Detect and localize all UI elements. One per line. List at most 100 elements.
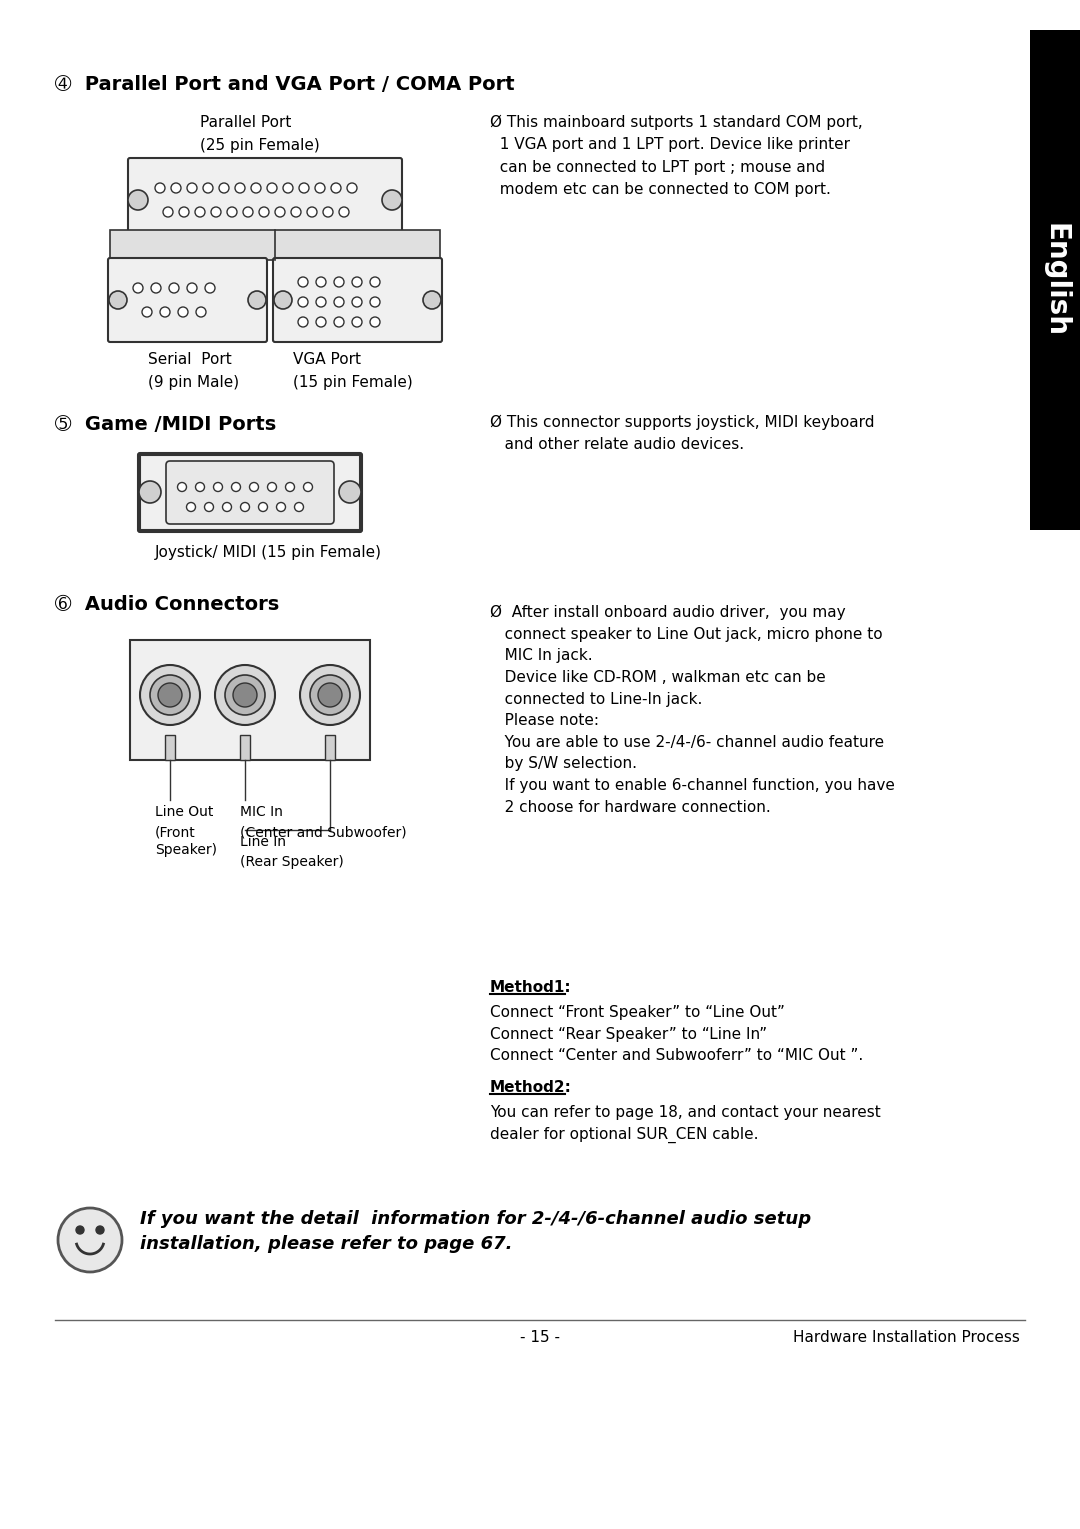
Circle shape [58,1208,122,1272]
Circle shape [76,1226,84,1234]
Circle shape [160,307,170,317]
Text: You can refer to page 18, and contact your nearest
dealer for optional SUR_CEN c: You can refer to page 18, and contact yo… [490,1105,881,1142]
Text: Speaker): Speaker) [156,842,217,856]
Circle shape [316,277,326,287]
Circle shape [241,503,249,512]
Circle shape [285,483,295,491]
Circle shape [179,206,189,217]
Circle shape [151,283,161,294]
FancyBboxPatch shape [273,258,442,342]
Text: Line In: Line In [240,835,286,849]
Circle shape [171,183,181,193]
Circle shape [370,297,380,307]
Circle shape [225,674,265,716]
Circle shape [211,206,221,217]
Circle shape [251,183,261,193]
Bar [1030,31,1080,531]
Text: Joystick/ MIDI (15 pin Female): Joystick/ MIDI (15 pin Female) [156,544,382,560]
Circle shape [298,297,308,307]
Circle shape [303,483,312,491]
Circle shape [268,483,276,491]
Circle shape [222,503,231,512]
Circle shape [298,317,308,327]
Circle shape [96,1226,104,1234]
Text: (15 pin Female): (15 pin Female) [293,375,413,390]
Circle shape [318,683,342,706]
Bar [165,735,175,760]
Circle shape [339,206,349,217]
Circle shape [163,206,173,217]
Circle shape [156,183,165,193]
Text: (9 pin Male): (9 pin Male) [148,375,239,390]
Circle shape [204,503,214,512]
Circle shape [295,503,303,512]
Circle shape [140,665,200,725]
Text: Hardware Installation Process: Hardware Installation Process [793,1330,1020,1346]
FancyBboxPatch shape [108,258,267,342]
Text: If you want the detail  information for 2-/4-/6-channel audio setup
installation: If you want the detail information for 2… [140,1209,811,1252]
Circle shape [249,483,258,491]
Circle shape [299,183,309,193]
Text: ➄  Game /MIDI Ports: ➄ Game /MIDI Ports [55,414,276,434]
FancyBboxPatch shape [166,462,334,524]
Text: Connect “Front Speaker” to “Line Out”
Connect “Rear Speaker” to “Line In”
Connec: Connect “Front Speaker” to “Line Out” Co… [490,1005,863,1063]
Circle shape [203,183,213,193]
Circle shape [258,503,268,512]
Circle shape [248,291,266,309]
Text: ➅  Audio Connectors: ➅ Audio Connectors [55,595,280,615]
Circle shape [133,283,143,294]
FancyBboxPatch shape [138,453,362,532]
Text: VGA Port: VGA Port [293,352,361,367]
Circle shape [283,183,293,193]
Circle shape [323,206,333,217]
Circle shape [178,307,188,317]
FancyBboxPatch shape [129,157,402,242]
Text: (Front: (Front [156,826,195,839]
Circle shape [316,297,326,307]
Text: Serial  Port: Serial Port [148,352,232,367]
Text: Ø  After install onboard audio driver,  you may
   connect speaker to Line Out j: Ø After install onboard audio driver, yo… [490,605,895,815]
Text: - 15 -: - 15 - [519,1330,561,1346]
Circle shape [214,483,222,491]
Circle shape [205,283,215,294]
Circle shape [330,183,341,193]
Circle shape [195,206,205,217]
Text: Parallel Port: Parallel Port [200,115,292,130]
Text: (Rear Speaker): (Rear Speaker) [240,855,343,868]
Circle shape [352,317,362,327]
Bar [240,735,249,760]
Circle shape [334,317,345,327]
Circle shape [382,190,402,209]
Circle shape [423,291,441,309]
Circle shape [109,291,127,309]
Circle shape [291,206,301,217]
Circle shape [177,483,187,491]
Circle shape [139,482,161,503]
Circle shape [259,206,269,217]
Text: Ø This mainboard sutports 1 standard COM port,
  1 VGA port and 1 LPT port. Devi: Ø This mainboard sutports 1 standard COM… [490,115,863,197]
Circle shape [334,277,345,287]
Circle shape [370,317,380,327]
Text: Method2:: Method2: [490,1079,572,1095]
Text: (25 pin Female): (25 pin Female) [200,138,320,153]
Text: ➃  Parallel Port and VGA Port / COMA Port: ➃ Parallel Port and VGA Port / COMA Port [55,75,515,93]
Circle shape [352,297,362,307]
Bar [110,229,440,260]
Text: MIC In: MIC In [240,804,283,820]
Circle shape [276,503,285,512]
Circle shape [195,483,204,491]
Circle shape [347,183,357,193]
Circle shape [334,297,345,307]
Circle shape [168,283,179,294]
Circle shape [339,482,361,503]
Circle shape [158,683,183,706]
Bar [140,456,360,531]
Circle shape [315,183,325,193]
Text: Ø This connector supports joystick, MIDI keyboard
   and other relate audio devi: Ø This connector supports joystick, MIDI… [490,414,875,453]
Circle shape [215,665,275,725]
Circle shape [195,307,206,317]
Bar [325,735,335,760]
Circle shape [187,183,197,193]
Circle shape [150,674,190,716]
Circle shape [187,283,197,294]
